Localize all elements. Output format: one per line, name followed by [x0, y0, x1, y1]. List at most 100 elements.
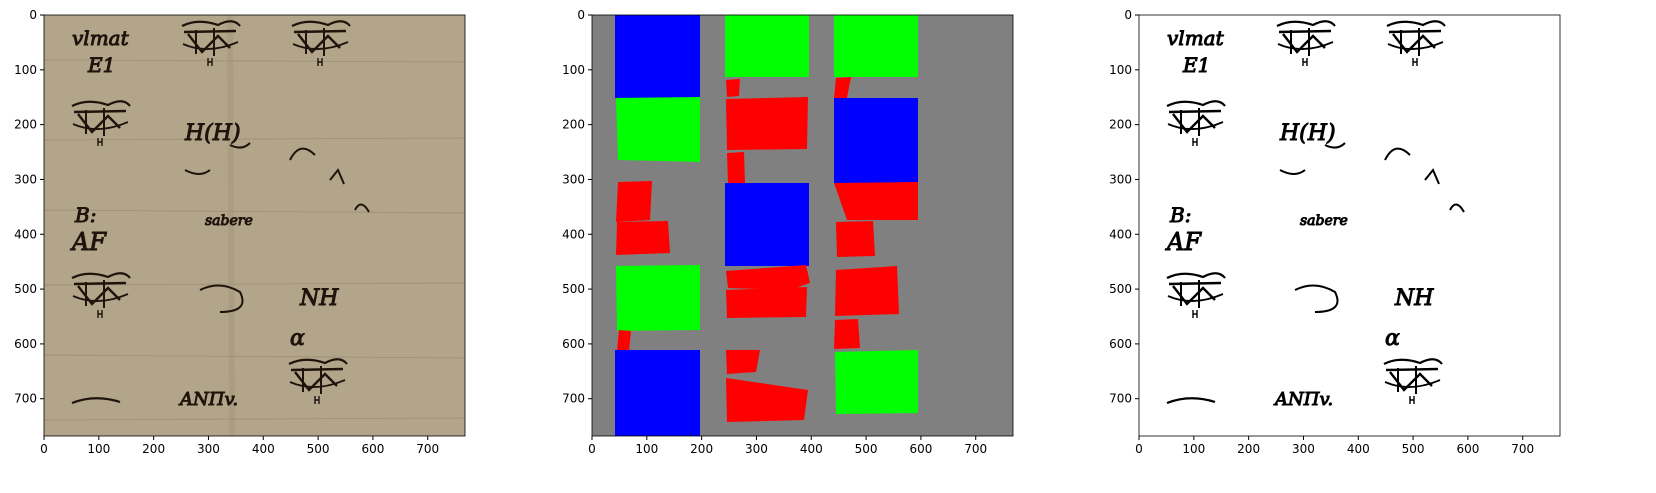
mask-block-red — [617, 330, 631, 350]
word-alpha: α — [290, 326, 305, 351]
word-e1: E1 — [87, 53, 115, 77]
x-tick-label: 600 — [1456, 442, 1479, 456]
word-sabere: sabere — [1300, 213, 1348, 229]
paper-texture — [43, 14, 466, 437]
panel-2-frame — [591, 14, 1014, 437]
word-h-paren-h: H(H) — [1279, 121, 1336, 146]
word-nh: NH — [299, 286, 339, 311]
mask-block-red — [726, 79, 740, 97]
x-tick-label: 300 — [1292, 442, 1315, 456]
x-tick-label: 500 — [1402, 442, 1425, 456]
word-anpv: ANΠv. — [1273, 389, 1333, 410]
y-tick-label: 100 — [1109, 63, 1132, 77]
word-b: B: — [1169, 203, 1191, 227]
y-tick-label: 100 — [14, 63, 37, 77]
word-b: B: — [74, 203, 96, 227]
x-tick-label: 0 — [1135, 442, 1143, 456]
mask-block-red — [726, 97, 808, 150]
y-tick-label: 700 — [14, 392, 37, 406]
word-nh: NH — [1394, 286, 1434, 311]
x-tick-label: 400 — [800, 442, 823, 456]
y-tick-label: 100 — [562, 63, 585, 77]
mask-block-red — [835, 266, 899, 316]
y-tick-label: 200 — [14, 118, 37, 132]
x-tick-label: 300 — [197, 442, 220, 456]
y-tick-label: 0 — [29, 8, 37, 22]
x-tick-label: 100 — [87, 442, 110, 456]
mask-block-blue — [725, 183, 809, 266]
y-tick-label: 500 — [1109, 282, 1132, 296]
mask-block-red — [616, 181, 652, 222]
word-anpv: ANΠv. — [178, 389, 238, 410]
mask-block-blue — [615, 350, 700, 436]
x-tick-label: 400 — [1347, 442, 1370, 456]
manuscript-ink: vlmat E1 H(H) B: sabere AF NH α ANΠv. — [70, 20, 370, 411]
word-e1: E1 — [1182, 53, 1210, 77]
x-tick-label: 400 — [252, 442, 275, 456]
y-tick-label: 600 — [562, 337, 585, 351]
y-tick-label: 700 — [1109, 392, 1132, 406]
panel-segmentation-mask — [591, 14, 1014, 437]
y-tick-label: 400 — [562, 227, 585, 241]
mask-block-red — [834, 77, 851, 98]
panel-1-frame — [43, 14, 466, 437]
panel-binarized-output: vlmat E1 H(H) B: sabere AF NH α ANΠv. — [1138, 14, 1561, 437]
word-vlmat: vlmat — [1167, 26, 1225, 50]
y-tick-label: 0 — [1124, 8, 1132, 22]
x-tick-label: 700 — [1511, 442, 1534, 456]
x-tick-label: 200 — [690, 442, 713, 456]
y-tick-label: 400 — [1109, 227, 1132, 241]
mask-block-green — [834, 15, 918, 77]
y-tick-label: 300 — [1109, 172, 1132, 186]
word-h-paren-h: H(H) — [184, 121, 241, 146]
x-tick-label: 300 — [745, 442, 768, 456]
mask-block-red — [616, 221, 670, 255]
y-tick-label: 500 — [14, 282, 37, 296]
panel-manuscript-scan: vlmat E1 H(H) B: sabere AF NH α ANΠv. — [43, 14, 466, 437]
mask-block-green — [725, 15, 809, 77]
mask-block-red — [834, 319, 860, 349]
panel-3-frame — [1138, 14, 1561, 437]
x-tick-label: 700 — [416, 442, 439, 456]
x-tick-label: 0 — [40, 442, 48, 456]
x-tick-label: 500 — [855, 442, 878, 456]
mask-block-red — [834, 182, 918, 220]
y-tick-label: 600 — [1109, 337, 1132, 351]
mask-block-red — [726, 287, 807, 318]
x-tick-label: 200 — [1237, 442, 1260, 456]
mask-block-green — [835, 350, 918, 414]
word-vlmat: vlmat — [72, 26, 130, 50]
mask-block-green — [616, 265, 700, 331]
binarized-background — [1139, 15, 1560, 436]
y-tick-label: 0 — [577, 8, 585, 22]
mask-block-blue — [615, 15, 700, 98]
x-tick-label: 200 — [142, 442, 165, 456]
y-tick-label: 300 — [562, 172, 585, 186]
x-tick-label: 100 — [1182, 442, 1205, 456]
axes-layer: 0 0 100 100 200 200 300 300 400 400 500 500 600 600 70… — [14, 8, 1534, 456]
x-tick-label: 700 — [964, 442, 987, 456]
y-tick-label: 300 — [14, 172, 37, 186]
y-tick-label: 400 — [14, 227, 37, 241]
x-tick-label: 500 — [307, 442, 330, 456]
binarized-ink: vlmat E1 H(H) B: sabere AF NH α ANΠv. — [1165, 20, 1465, 411]
mask-block-red — [726, 350, 760, 374]
word-af: AF — [1165, 228, 1202, 256]
word-sabere: sabere — [205, 213, 253, 229]
word-af: AF — [70, 228, 107, 256]
mask-block-green — [616, 97, 700, 162]
word-alpha: α — [1385, 326, 1400, 351]
y-tick-label: 700 — [562, 392, 585, 406]
y-tick-label: 600 — [14, 337, 37, 351]
manuscript-image — [44, 15, 465, 436]
x-tick-label: 0 — [588, 442, 596, 456]
mask-block-blue — [834, 98, 918, 183]
x-tick-label: 600 — [361, 442, 384, 456]
x-tick-label: 100 — [635, 442, 658, 456]
mask-block-red — [836, 221, 875, 257]
mask-block-red — [726, 265, 810, 290]
y-tick-label: 200 — [1109, 118, 1132, 132]
mask-block-red — [726, 378, 808, 422]
mask-block-red — [727, 152, 745, 184]
